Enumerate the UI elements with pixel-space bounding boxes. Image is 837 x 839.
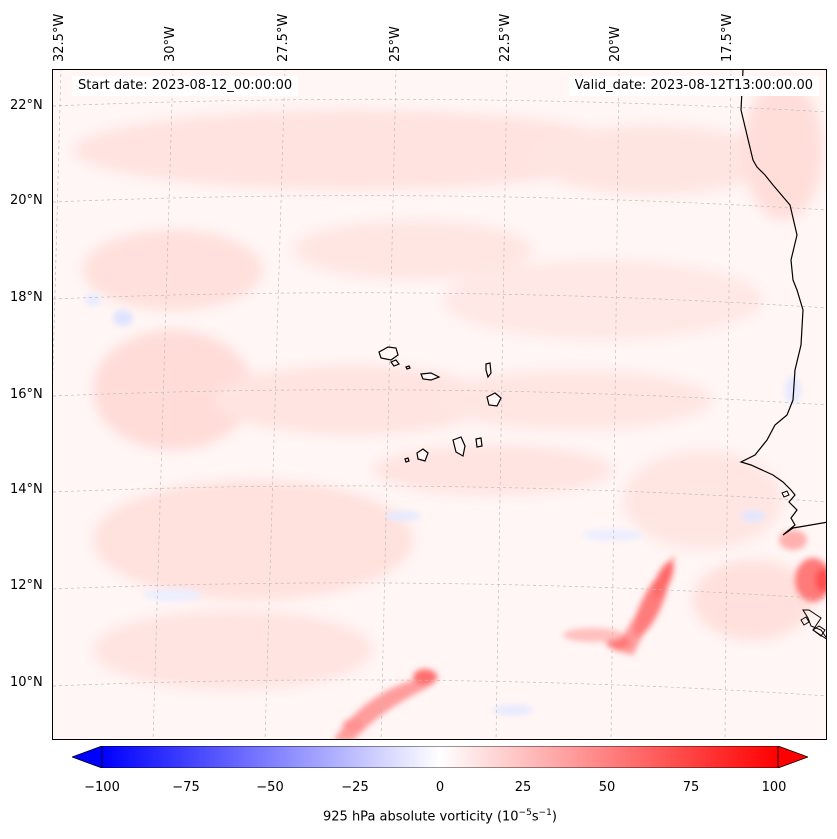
colorbar-tick-neg50: −50 (256, 780, 284, 795)
lon-label-20w: 20°W (608, 26, 623, 62)
lon-label-30w: 30°W (163, 26, 178, 62)
colorbar-tick-75: 75 (682, 780, 700, 795)
lat-label-10n: 10°N (10, 675, 43, 690)
lon-label-17-5w: 17.5°W (720, 13, 735, 62)
lat-label-16n: 16°N (10, 387, 43, 402)
graticule-lines (53, 70, 826, 739)
vorticity-field-svg (53, 70, 826, 739)
lat-label-18n: 18°N (10, 290, 43, 305)
colorbar-tick-25: 25 (514, 780, 532, 795)
africa-coastline-south (802, 609, 826, 640)
africa-coastline (739, 70, 826, 536)
weak-positive-patches (73, 80, 823, 690)
colorbar-max-extend (777, 746, 808, 768)
colorbar-tick-neg25: −25 (341, 780, 369, 795)
colorbar-gradient (101, 746, 779, 768)
lat-label-14n: 14°N (10, 482, 43, 497)
lat-label-20n: 20°N (10, 193, 43, 208)
start-date-label: Start date: 2023-08-12_00:00:00 (72, 76, 299, 96)
lat-label-22n: 22°N (10, 98, 43, 113)
strong-positive-bands (334, 530, 826, 739)
lon-label-22-5w: 22.5°W (498, 13, 513, 62)
coastal-islets (781, 490, 826, 637)
lat-label-12n: 12°N (10, 578, 43, 593)
colorbar-tick-neg75: −75 (172, 780, 200, 795)
lon-label-27-5w: 27.5°W (276, 13, 291, 62)
lon-label-32-5w: 32.5°W (52, 13, 67, 62)
colorbar-tick-neg100: −100 (84, 780, 120, 795)
colorbar (72, 746, 808, 768)
vorticity-map (52, 69, 827, 740)
colorbar-label: 925 hPa absolute vorticity (10−5s−1) (323, 808, 557, 825)
lon-label-25w: 25°W (388, 26, 403, 62)
cape-verde-islands (378, 346, 502, 463)
colorbar-tick-50: 50 (598, 780, 616, 795)
colorbar-tick-0: 0 (435, 780, 445, 795)
colorbar-tick-100: 100 (761, 780, 787, 795)
valid-date-label: Valid_date: 2023-08-12T13:00:00.00 (568, 76, 819, 96)
colorbar-min-extend (72, 746, 103, 768)
